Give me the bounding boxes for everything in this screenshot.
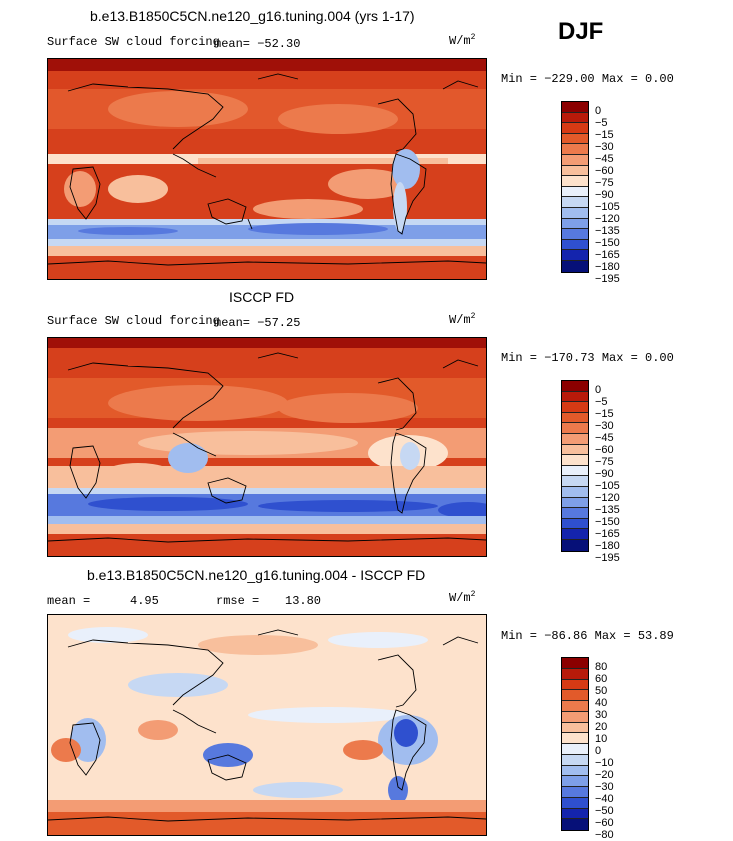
colorbar-tick: −80 [595,829,614,841]
colorbar-tick: 10 [595,733,608,745]
colorbar-tick: −105 [595,201,620,213]
panel-1-variable: Surface SW cloud forcing [47,35,220,49]
colorbar-tick: −135 [595,504,620,516]
colorbar-tick: −180 [595,261,620,273]
panel-3-units: W/m2 [449,590,476,605]
colorbar-tick: −60 [595,817,614,829]
colorbar-tick: −165 [595,528,620,540]
panel-1-title: b.e13.B1850C5CN.ne120_g16.tuning.004 (yr… [90,8,415,24]
colorbar-tick: −60 [595,444,614,456]
colorbar-tick: −75 [595,456,614,468]
panel-1-colorbar [561,101,589,273]
panel-1-mean: mean= −52.30 [214,37,301,51]
panel-2-colorbar-labels: 0 −5 −15 −30 −45 −60 −75 −90 −105 −120 −135 −150 −16… [595,384,620,564]
panel-3-colorbar-labels: 80 60 50 40 30 20 10 0 −10 −20 −30 −40 −50 −60 −80 [595,661,614,841]
colorbar-tick: 30 [595,709,608,721]
colorbar-tick: 0 [595,745,602,757]
colorbar-tick: −15 [595,408,614,420]
colorbar-tick: −120 [595,213,620,225]
colorbar-tick: −150 [595,237,620,249]
colorbar-tick: 60 [595,673,608,685]
panel-1-minmax: Min = −229.00 Max = 0.00 [501,72,674,86]
colorbar-tick: 80 [595,661,608,673]
colorbar-tick: −105 [595,480,620,492]
panel-1-map [47,58,487,280]
colorbar-tick: 50 [595,685,608,697]
panel-2-variable: Surface SW cloud forcing [47,314,220,328]
colorbar-tick: 20 [595,721,608,733]
colorbar-tick: −50 [595,805,614,817]
panel-3-minmax: Min = −86.86 Max = 53.89 [501,629,674,643]
colorbar-tick: −45 [595,153,614,165]
colorbar-tick: −90 [595,468,614,480]
panel-3-colorbar [561,657,589,831]
panel-2-title: ISCCP FD [229,289,295,305]
panel-2-map [47,337,487,557]
colorbar-tick: 0 [595,384,602,396]
colorbar-tick: −120 [595,492,620,504]
colorbar-tick: −30 [595,141,614,153]
panel-2-minmax: Min = −170.73 Max = 0.00 [501,351,674,365]
colorbar-tick: 0 [595,105,602,117]
panel-3-map [47,614,487,836]
colorbar-tick: −165 [595,249,620,261]
colorbar-tick: −60 [595,165,614,177]
colorbar-tick: −15 [595,129,614,141]
panel-3-mean-label: mean = [47,594,91,608]
season-label: DJF [558,18,604,45]
panel-1-units: W/m2 [449,33,476,48]
panel-3-rmse-value: 13.80 [285,594,322,608]
colorbar-tick: −40 [595,793,614,805]
colorbar-tick: −195 [595,552,620,564]
colorbar-tick: −90 [595,189,614,201]
colorbar-tick: −75 [595,177,614,189]
colorbar-tick: −135 [595,225,620,237]
colorbar-tick: −30 [595,781,614,793]
panel-2-colorbar [561,380,589,552]
colorbar-tick: −180 [595,540,620,552]
colorbar-tick: −150 [595,516,620,528]
colorbar-tick: −10 [595,757,614,769]
panel-3-rmse-label: rmse = [216,594,260,608]
panel-2-units: W/m2 [449,312,476,327]
panel-2-mean: mean= −57.25 [214,316,301,330]
colorbar-tick: −20 [595,769,614,781]
colorbar-tick: −30 [595,420,614,432]
colorbar-tick: −5 [595,396,608,408]
colorbar-tick: 40 [595,697,608,709]
colorbar-tick: −5 [595,117,608,129]
colorbar-tick: −195 [595,273,620,285]
panel-1-colorbar-labels: 0 −5 −15 −30 −45 −60 −75 −90 −105 −120 −135 −150 −16… [595,105,620,285]
panel-3-title: b.e13.B1850C5CN.ne120_g16.tuning.004 - I… [87,567,426,583]
panel-3-mean-value: 4.95 [130,594,159,608]
colorbar-tick: −45 [595,432,614,444]
